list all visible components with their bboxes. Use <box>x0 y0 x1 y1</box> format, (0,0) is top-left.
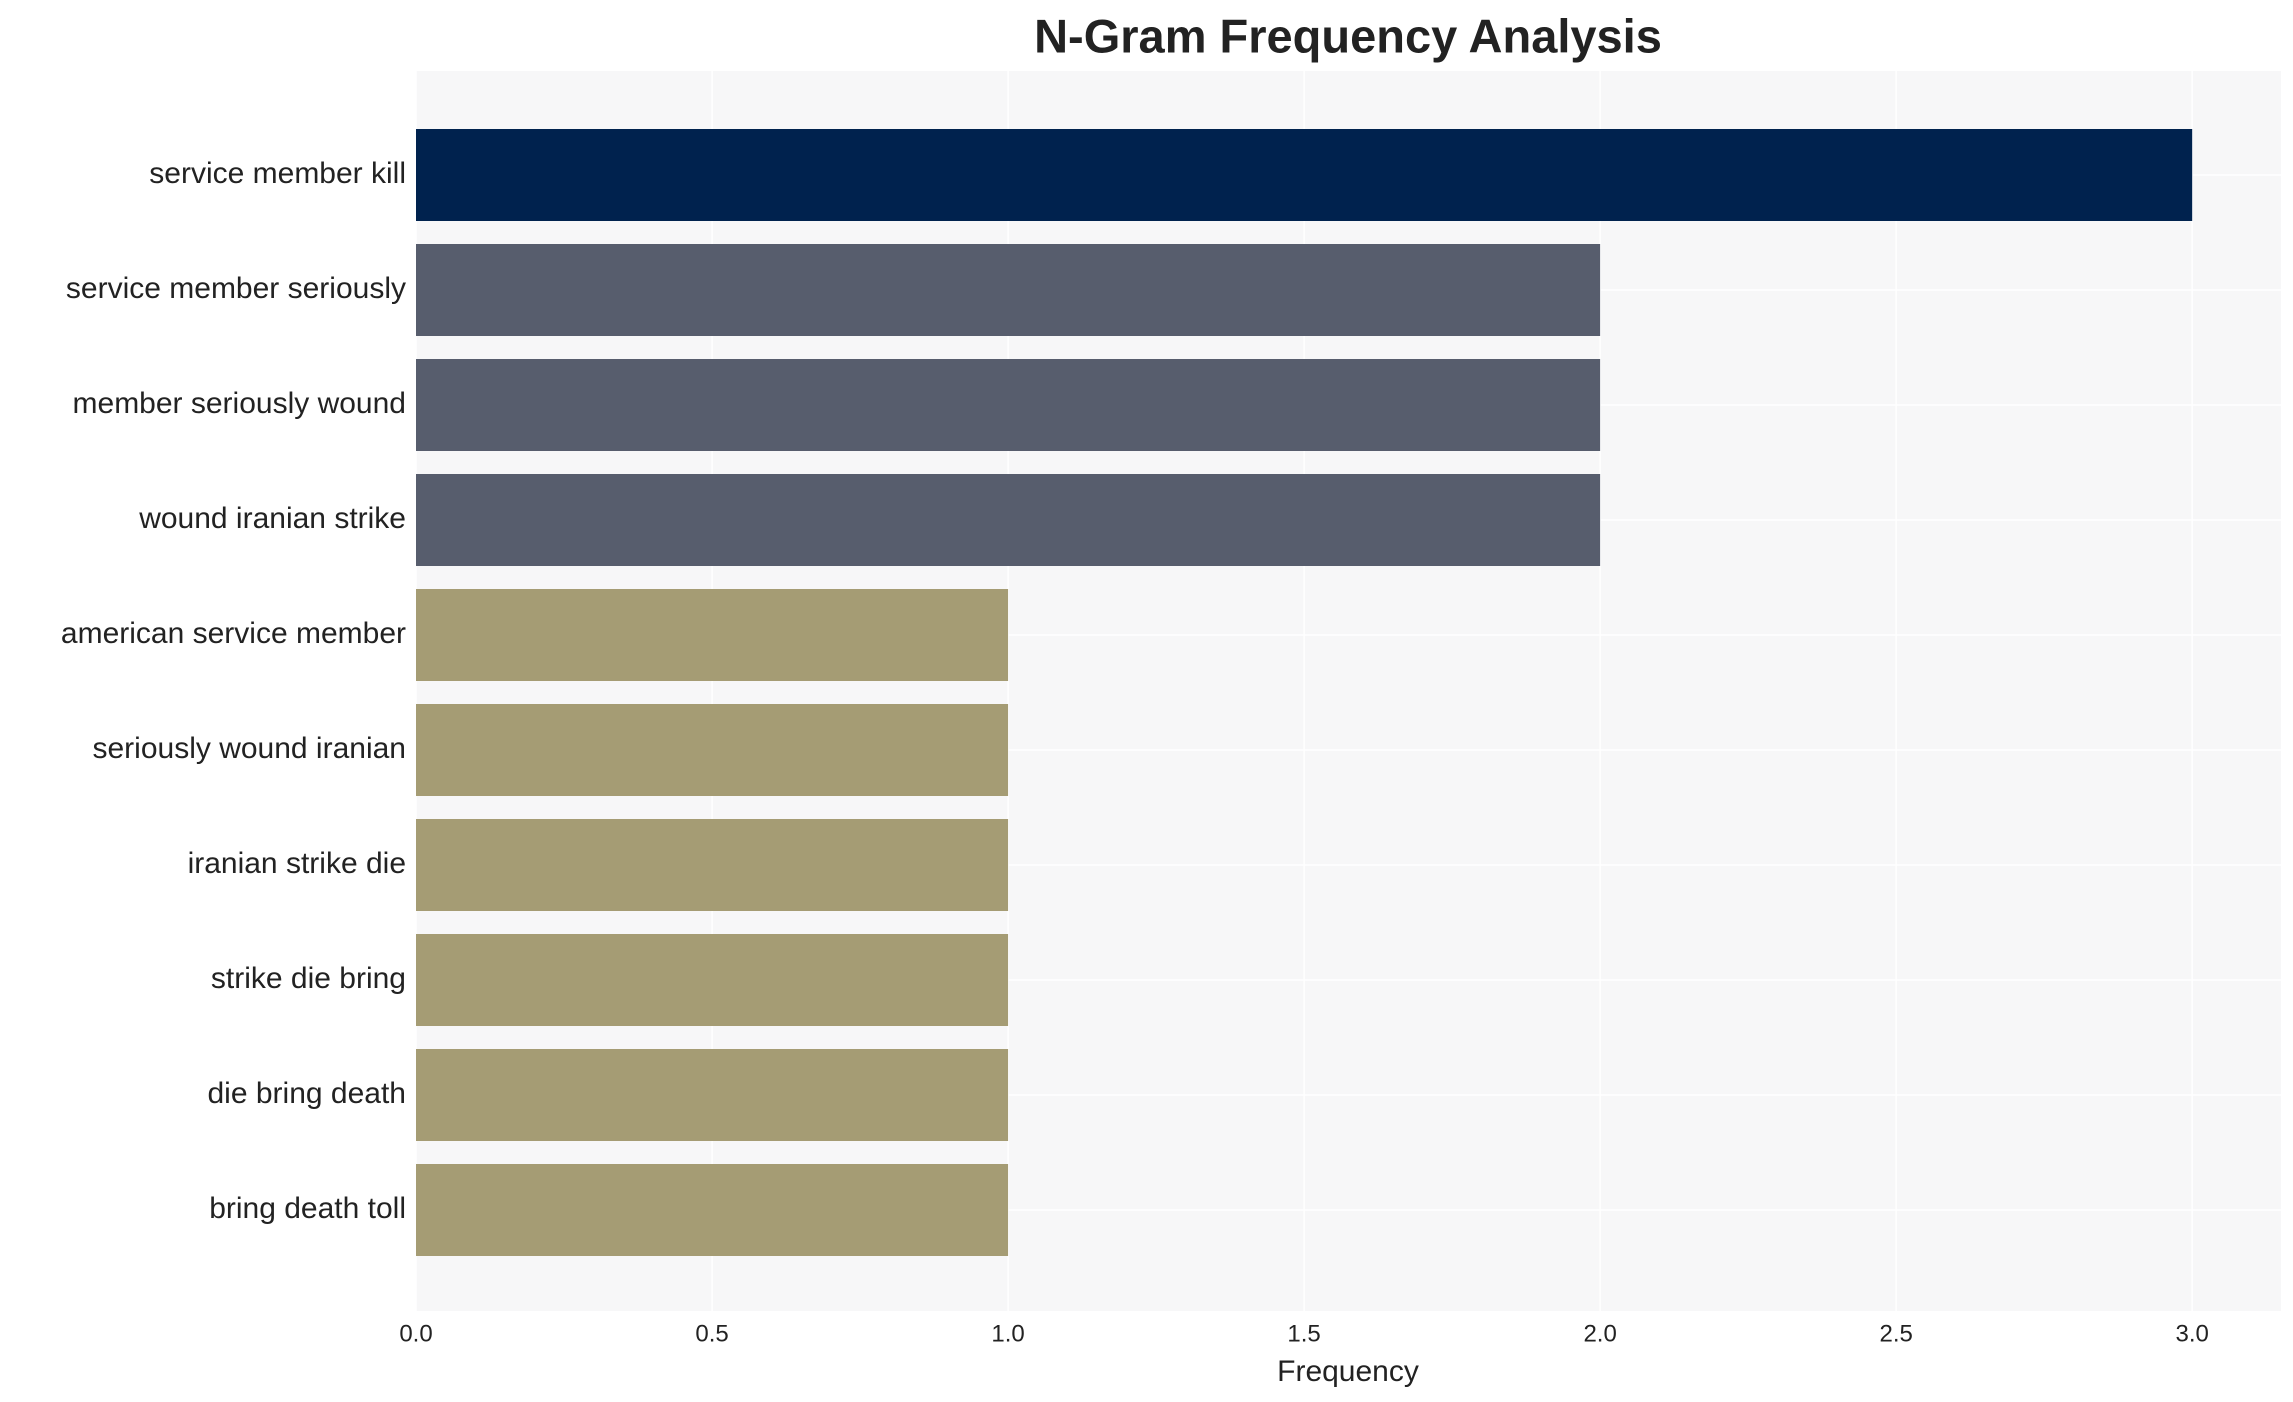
bar <box>416 474 1601 566</box>
x-tick-label: 1.5 <box>1287 1320 1320 1347</box>
bar <box>416 129 2193 221</box>
x-tick-label: 2.5 <box>1879 1320 1912 1347</box>
x-tick-label: 2.0 <box>1583 1320 1616 1347</box>
x-axis-label: Frequency <box>1277 1355 1419 1388</box>
x-tick-label: 3.0 <box>2176 1320 2209 1347</box>
x-tick-label: 0.5 <box>695 1320 728 1347</box>
y-tick-label: seriously wound iranian <box>92 732 406 765</box>
y-tick-label: iranian strike die <box>188 847 406 880</box>
y-tick-label: service member seriously <box>66 272 406 305</box>
bar <box>416 1049 1009 1141</box>
y-tick-label: strike die bring <box>211 962 406 995</box>
bar <box>416 934 1009 1026</box>
y-tick-label: bring death toll <box>209 1192 406 1225</box>
bar <box>416 359 1601 451</box>
bar <box>416 819 1009 911</box>
y-tick-label: member seriously wound <box>73 387 406 420</box>
bar <box>416 589 1009 681</box>
bar <box>416 1164 1009 1256</box>
x-tick-label: 1.0 <box>991 1320 1024 1347</box>
chart-title: N-Gram Frequency Analysis <box>1034 9 1662 62</box>
x-tick-label: 0.0 <box>399 1320 432 1347</box>
y-tick-label: service member kill <box>149 157 406 190</box>
y-tick-label: wound iranian strike <box>138 502 406 535</box>
y-tick-label: die bring death <box>208 1077 407 1110</box>
bar <box>416 244 1601 336</box>
bar <box>416 704 1009 796</box>
y-tick-label: american service member <box>61 617 406 650</box>
